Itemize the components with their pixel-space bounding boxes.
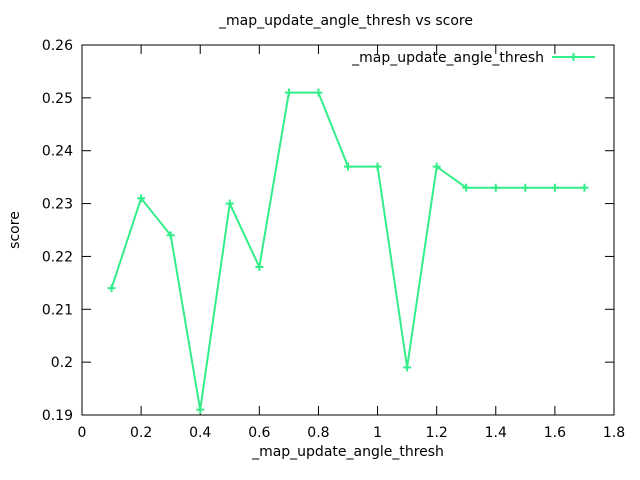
data-point-marker — [314, 88, 323, 97]
legend-marker — [569, 53, 578, 61]
data-point-marker — [432, 162, 441, 171]
data-point-marker — [462, 183, 471, 192]
x-axis: 0 0.2 0.4 0.6 0.8 1 1.2 1.4 1.6 1.8 — [78, 45, 625, 441]
data-point-marker — [491, 183, 500, 192]
data-point-marker — [580, 183, 589, 192]
plot-frame — [81, 44, 615, 416]
x-tick-label: 0 — [78, 425, 87, 441]
data-point-marker — [521, 183, 530, 192]
y-tick-label: 0.19 — [42, 408, 73, 424]
y-tick-label: 0.2 — [51, 355, 73, 371]
data-point-marker — [403, 363, 412, 372]
legend-swatch — [552, 53, 595, 61]
y-axis: 0.19 0.2 0.21 0.22 0.23 0.24 0.25 0.26 — [42, 38, 614, 424]
x-tick-label: 1 — [373, 425, 382, 441]
data-point-marker — [284, 88, 293, 97]
data-point-marker — [166, 231, 175, 240]
x-tick-label: 0.8 — [307, 425, 329, 441]
legend-entry-label: _map_update_angle_thresh — [351, 50, 544, 66]
x-axis-label: _map_update_angle_thresh — [251, 444, 444, 460]
x-tick-label: 1.6 — [544, 425, 566, 441]
series-line — [110, 91, 585, 410]
y-tick-label: 0.23 — [42, 197, 73, 213]
y-tick-label: 0.25 — [42, 91, 73, 107]
x-tick-label: 1.2 — [426, 425, 448, 441]
data-point-marker — [196, 405, 205, 414]
legend: _map_update_angle_thresh — [351, 50, 595, 66]
data-point-marker — [344, 162, 352, 171]
series-layer — [107, 88, 589, 414]
y-tick-label: 0.22 — [42, 249, 73, 265]
chart-title: _map_update_angle_thresh vs score — [218, 13, 473, 29]
data-point-marker — [107, 284, 116, 293]
x-tick-label: 0.6 — [248, 425, 270, 441]
y-tick-label: 0.24 — [42, 144, 73, 160]
data-point-marker — [550, 183, 559, 192]
y-axis-label: score — [7, 211, 23, 249]
y-tick-label: 0.26 — [42, 38, 73, 54]
y-tick-label: 0.21 — [42, 302, 73, 318]
data-point-marker — [373, 162, 382, 171]
x-tick-label: 0.2 — [130, 425, 152, 441]
data-point-marker — [225, 199, 234, 208]
data-point-marker — [137, 194, 146, 203]
x-tick-label: 1.8 — [603, 425, 625, 441]
data-point-marker — [255, 263, 264, 271]
x-tick-label: 1.4 — [485, 425, 507, 441]
x-tick-label: 0.4 — [189, 425, 211, 441]
